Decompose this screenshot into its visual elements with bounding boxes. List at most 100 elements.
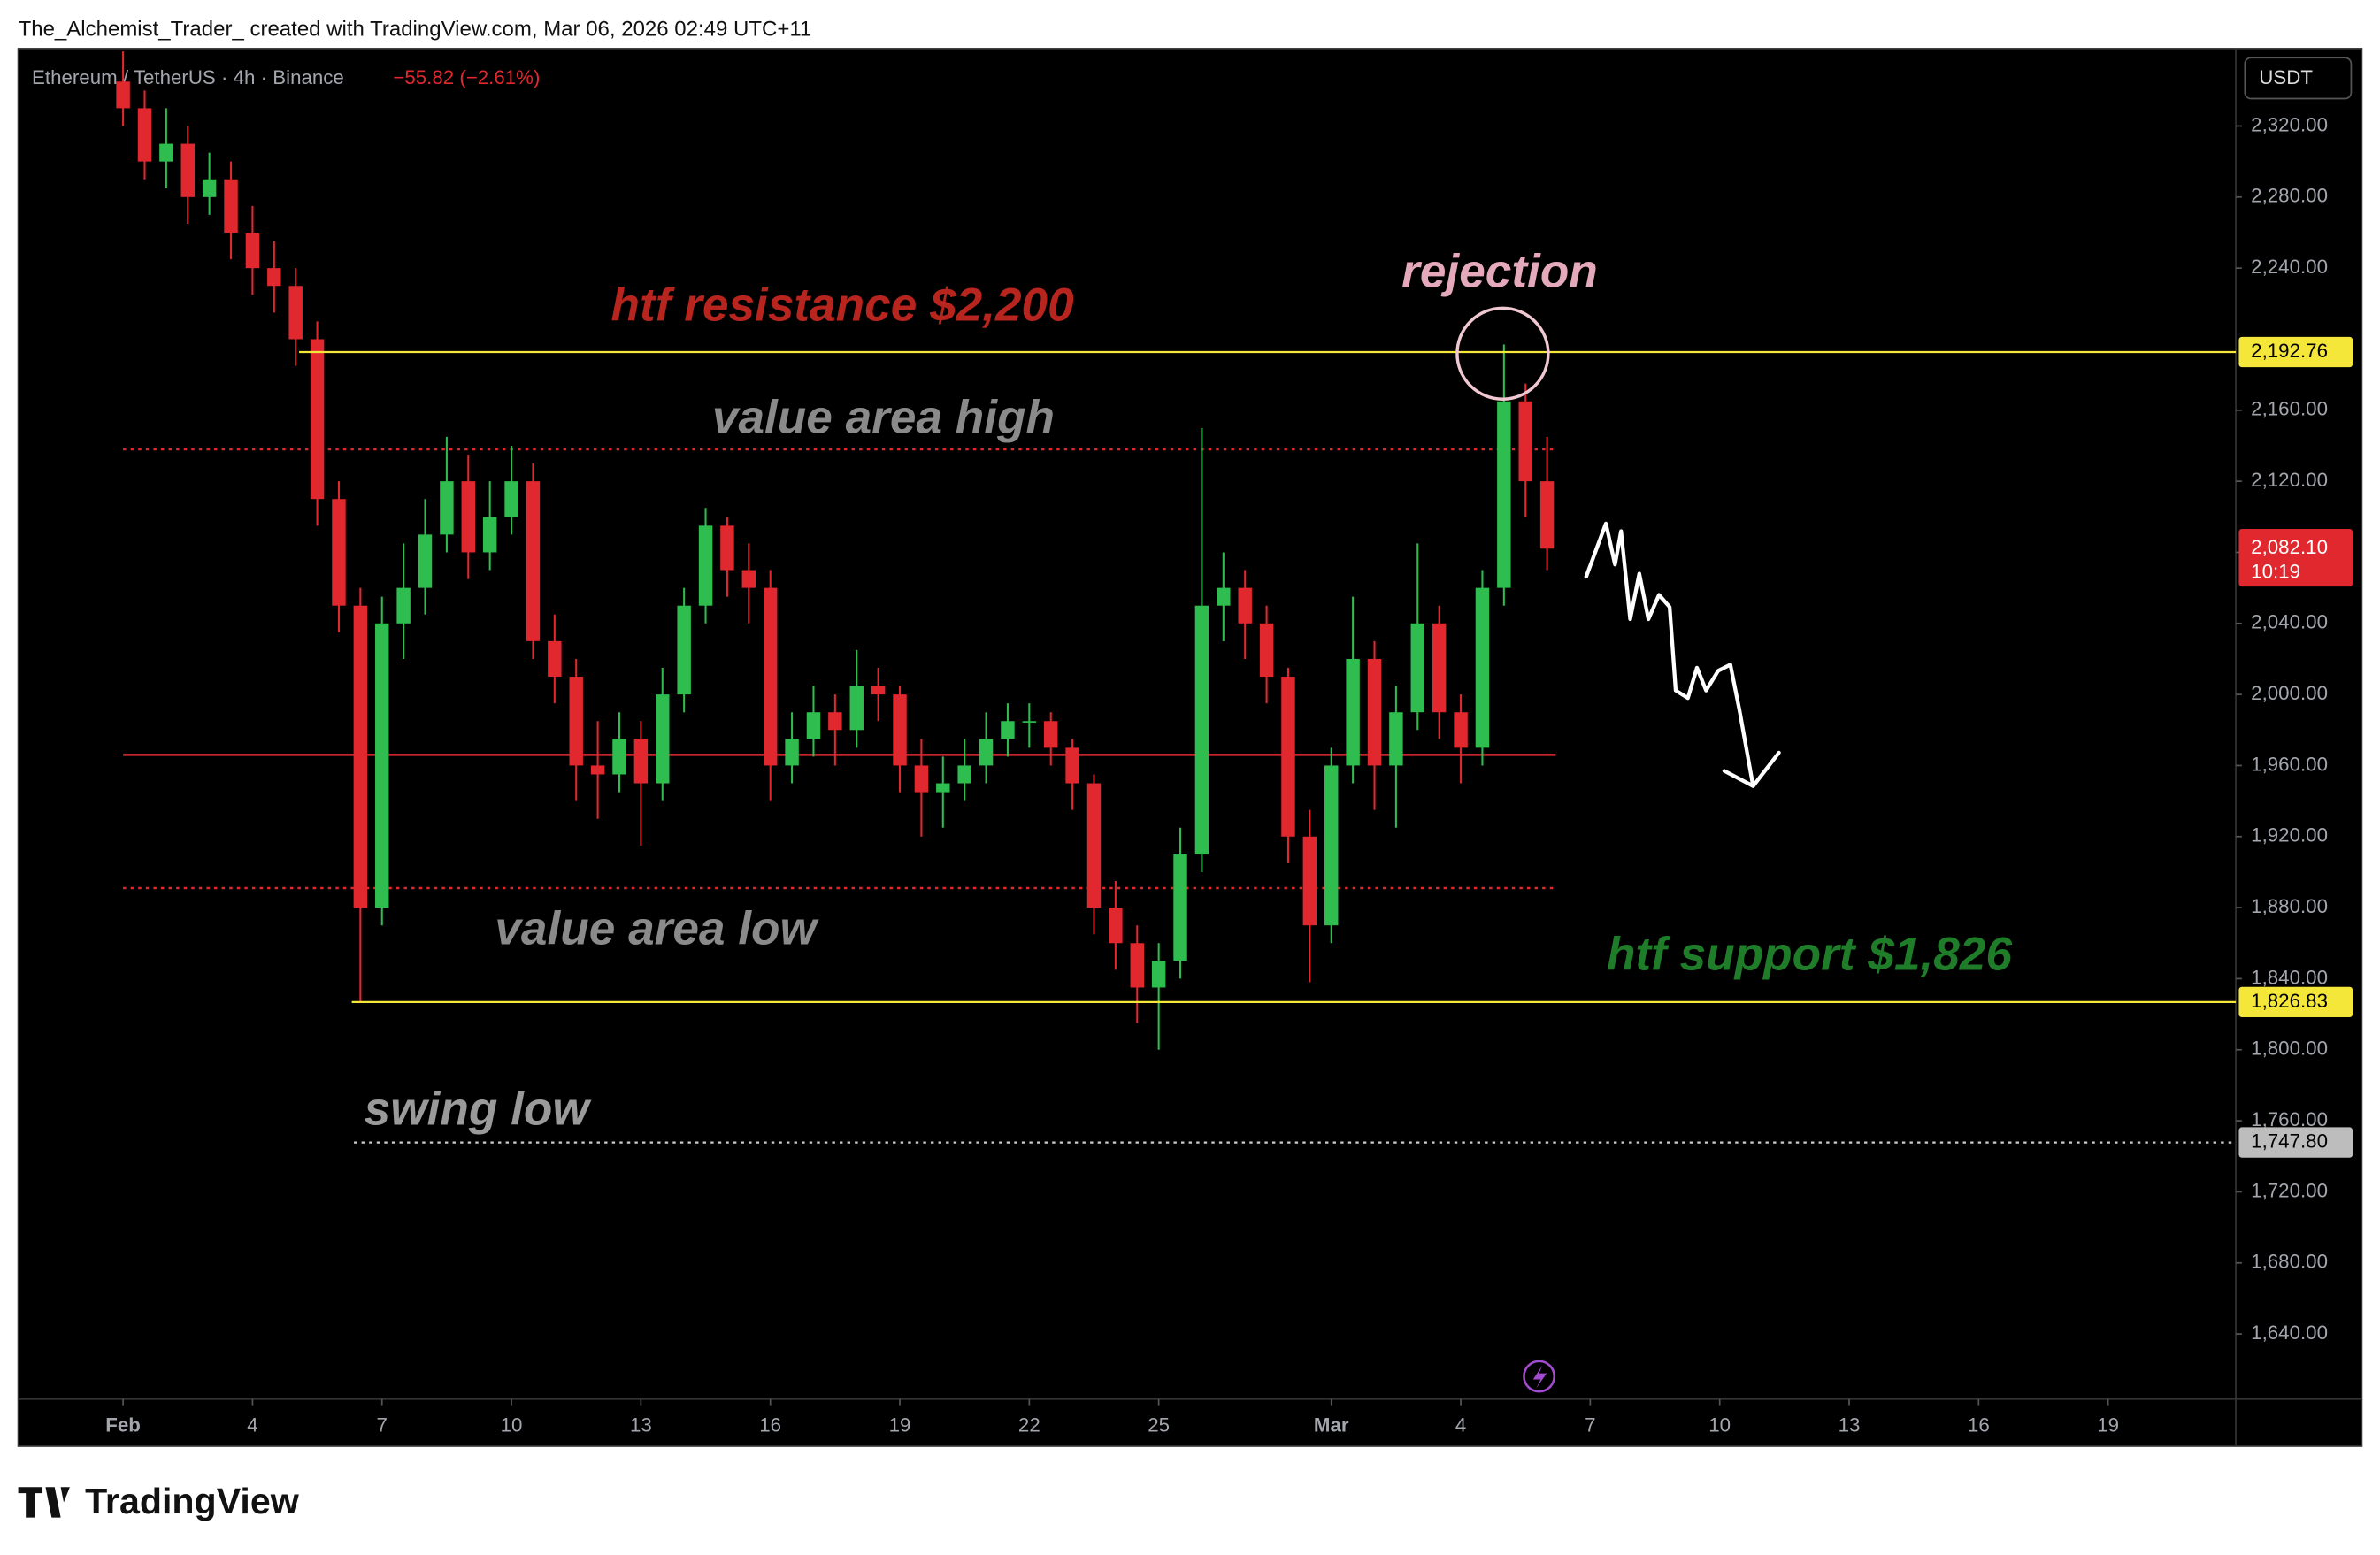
candle-body [353,605,368,908]
price-tag-label: 1,826.83 [2251,990,2328,1012]
candle-body [461,481,476,553]
candle-body [137,108,152,162]
x-tick-label: 13 [630,1414,652,1436]
price-tag-label: 1,747.80 [2251,1130,2328,1152]
price-tag-label: 2,192.76 [2251,340,2328,362]
candle-body [1410,623,1425,713]
x-tick-label: 4 [247,1414,257,1436]
y-tick-label: 2,120.00 [2251,469,2328,491]
candle-body [893,694,907,766]
x-tick-label: 10 [1708,1414,1731,1436]
last-price-tag [2238,528,2353,587]
candle-body [504,481,518,517]
candle-body [957,765,971,784]
candle-body [871,686,886,695]
x-tick-label: 4 [1455,1414,1466,1436]
change: −55.82 (−2.61%) [393,66,540,88]
candle-body [332,499,346,606]
price-tag [2238,986,2353,1018]
candle-body [548,640,562,678]
x-tick-label: 7 [1585,1414,1595,1436]
candle-body [1454,712,1468,748]
last-price-label: 2,082.10 [2251,536,2328,558]
candle-body [396,587,411,624]
candle-body [116,81,130,109]
candle-body [1238,587,1252,624]
candle-body [482,517,497,553]
candle-body [979,739,994,766]
candle-body [1281,677,1295,837]
candle-body [1109,908,1123,944]
alert-icon[interactable] [1523,1360,1556,1393]
candle-body [526,481,541,641]
candle-body [310,339,325,500]
candle-body [1065,747,1079,784]
candle-body [741,570,756,588]
price-tag [2238,336,2353,368]
candle-body [375,623,389,908]
x-tick-label: 7 [377,1414,388,1436]
candle-body [656,694,670,784]
annotation: htf resistance $2,200 [611,279,1075,331]
candle-body [288,286,303,340]
candle-body [633,739,649,784]
candle-body [1518,401,1532,482]
candle-body [1324,765,1339,926]
candle-body [440,481,454,535]
y-tick-label: 1,640.00 [2251,1321,2328,1344]
currency-box[interactable] [2244,57,2353,100]
candle-body [828,712,842,731]
candle-body [1302,836,1317,926]
countdown: 10:19 [2251,561,2300,583]
symbol: Ethereum / TetherUS · 4h · Binance [32,66,344,88]
x-tick-label: Mar [1314,1414,1349,1436]
y-tick-label: 2,240.00 [2251,256,2328,278]
candle-body [677,605,691,695]
candle-body [763,587,778,766]
annotation: swing low [365,1084,593,1136]
candle-body [159,143,173,162]
candle-body [590,765,605,775]
y-tick-label: 2,280.00 [2251,185,2328,207]
annotation: value area high [712,391,1055,443]
candle-body [1217,587,1231,606]
candle-body [806,712,821,739]
y-tick-label: 1,680.00 [2251,1251,2328,1273]
candle-body [1346,658,1360,766]
price-tag [2238,1127,2353,1158]
candle-body [1367,658,1382,766]
y-tick-label: 2,320.00 [2251,113,2328,135]
y-tick-label: 2,040.00 [2251,611,2328,633]
logo: TradingView [85,1481,300,1521]
currency[interactable]: USDT [2259,66,2313,88]
x-tick-label: 10 [501,1414,523,1436]
header: The_Alchemist_Trader_ created with Tradi… [19,18,812,42]
y-tick-label: 1,720.00 [2251,1179,2328,1201]
candle-body [202,179,217,197]
candle-body [1389,712,1403,766]
candle-body [1022,721,1037,723]
x-tick-label: 16 [1968,1414,1990,1436]
candle-body [1151,961,1166,988]
annotation: rejection [1401,246,1598,298]
candle-body [785,739,799,766]
logo-mark [18,1487,70,1518]
candle-body [224,179,238,233]
candle-body [849,686,864,731]
x-tick-label: 22 [1018,1414,1040,1436]
candle-body [1001,721,1015,739]
candle-body [936,783,950,793]
candle-body [698,525,713,606]
x-tick-label: 13 [1839,1414,1861,1436]
y-tick-label: 1,760.00 [2251,1108,2328,1130]
candle-body [1173,854,1187,961]
candle-body [1086,783,1102,908]
candle-body [180,143,195,197]
candle-body [267,268,281,287]
candle-body [1130,943,1144,988]
candle-body [720,525,734,571]
alert-icon-bolt [1532,1366,1547,1389]
candle-body [569,677,583,766]
rejection-circle [1455,306,1550,401]
candle-body [1044,721,1058,748]
